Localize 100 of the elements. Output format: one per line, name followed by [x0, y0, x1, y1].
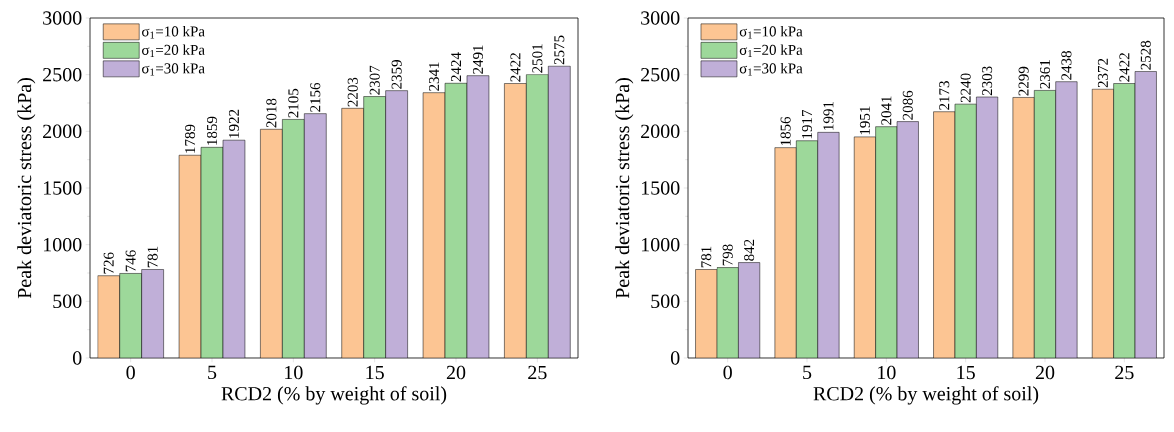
- data-label: 2018: [266, 98, 277, 128]
- y-tick-label: 2000: [43, 124, 82, 139]
- bar: [1134, 71, 1157, 358]
- bar: [141, 269, 164, 358]
- y-tick-label: 2000: [641, 124, 680, 139]
- bar: [738, 262, 761, 358]
- bar: [97, 275, 120, 358]
- data-label: 2422: [510, 53, 521, 82]
- data-label: 1789: [184, 124, 196, 153]
- data-label: 2372: [1097, 58, 1108, 88]
- data-label: 2156: [310, 82, 321, 112]
- bar: [222, 140, 245, 358]
- data-label: 2359: [391, 60, 402, 89]
- bar: [548, 65, 571, 358]
- data-label: 781: [701, 246, 712, 268]
- x-tick-label: 15: [366, 365, 384, 380]
- legend-label: σ$_{1}$=30 kPa: [739, 62, 803, 76]
- bar: [526, 74, 549, 358]
- y-tick-label: 2500: [43, 67, 82, 82]
- data-label: 2422: [1119, 53, 1130, 82]
- data-label: 2491: [472, 45, 483, 74]
- bar: [1055, 81, 1078, 358]
- data-label: 2361: [1039, 60, 1051, 89]
- legend-label: σ$_{1}$=10 kPa: [739, 25, 803, 39]
- legend-label: σ$_{1}$=20 kPa: [739, 44, 803, 57]
- data-label: 781: [147, 246, 158, 268]
- data-label: 2307: [369, 65, 380, 95]
- data-label: 2041: [881, 96, 892, 125]
- data-label: 1991: [823, 102, 834, 130]
- legend-label: σ$_{1}$=10 kPa: [142, 25, 205, 39]
- x-tick-label: 10: [878, 365, 896, 380]
- data-label: 1917: [801, 109, 813, 139]
- bar: [363, 96, 386, 358]
- bar: [423, 92, 446, 358]
- data-label: 2424: [451, 52, 461, 82]
- data-label: 1951: [859, 106, 870, 135]
- x-tick-label: 5: [208, 365, 217, 380]
- y-tick-label: 500: [651, 294, 680, 309]
- bar: [976, 96, 999, 358]
- x-tick-label: 20: [1035, 365, 1055, 380]
- data-label: 2438: [1061, 51, 1072, 80]
- bar: [385, 90, 408, 358]
- data-label: 2203: [347, 77, 358, 107]
- y-tick-label: 3000: [43, 11, 82, 25]
- bar: [1034, 90, 1056, 358]
- data-label: 2501: [532, 44, 543, 73]
- bar: [875, 126, 898, 358]
- data-label: 842: [744, 239, 755, 261]
- bar: [796, 140, 818, 358]
- data-label: 798: [722, 244, 733, 266]
- x-axis-title: RCD2 (% by weight of soil): [221, 386, 447, 405]
- bar: [260, 129, 283, 358]
- data-label: 2105: [288, 88, 299, 118]
- y-tick-label: 1500: [641, 181, 680, 195]
- x-tick-label: 25: [528, 365, 547, 380]
- x-tick-label: 20: [446, 365, 466, 380]
- x-tick-label: 10: [285, 365, 303, 380]
- x-tick-label: 25: [1115, 365, 1134, 380]
- y-tick-label: 3000: [641, 11, 680, 25]
- x-tick-label: 0: [723, 365, 732, 380]
- bar: [119, 273, 142, 358]
- data-label: 2341: [429, 62, 440, 91]
- data-label: 1856: [780, 116, 791, 146]
- legend-label: σ$_{1}$=30 kPa: [142, 62, 205, 76]
- data-label: 1922: [228, 109, 239, 138]
- bar: [466, 75, 489, 358]
- y-tick-label: 0: [72, 351, 82, 365]
- bar: [954, 103, 977, 358]
- bar: [817, 132, 840, 358]
- bar: [179, 155, 202, 358]
- data-label: 2240: [960, 73, 971, 103]
- bar: [896, 121, 919, 358]
- y-tick-label: 1000: [43, 237, 82, 252]
- data-label: 2575: [554, 35, 565, 65]
- data-label: 2528: [1140, 40, 1151, 70]
- y-tick-label: 500: [53, 294, 82, 309]
- bar: [716, 267, 739, 358]
- data-label: 2303: [982, 66, 993, 96]
- bar: [504, 83, 527, 358]
- bar: [304, 113, 327, 358]
- bar: [201, 147, 223, 358]
- legend-label: σ$_{1}$=20 kPa: [142, 44, 205, 57]
- bar: [341, 108, 364, 358]
- x-axis-title: RCD2 (% by weight of soil): [813, 386, 1039, 405]
- y-tick-label: 1000: [641, 237, 680, 252]
- bar: [282, 119, 305, 358]
- data-label: 2299: [1018, 66, 1029, 96]
- y-axis-title: Peak deviatoric stress (kPa): [615, 78, 634, 299]
- x-tick-label: 0: [126, 365, 135, 380]
- x-tick-label: 15: [957, 365, 975, 380]
- data-label: 1859: [206, 116, 218, 145]
- data-label: 2086: [902, 90, 913, 120]
- x-tick-label: 5: [803, 365, 812, 380]
- y-axis-title: Peak deviatoric stress (kPa): [17, 78, 36, 299]
- y-tick-label: 1500: [43, 181, 82, 195]
- bar: [445, 83, 467, 358]
- y-tick-label: 2500: [641, 67, 680, 82]
- data-label: 746: [125, 250, 136, 272]
- data-label: 2173: [939, 81, 950, 110]
- y-tick-label: 0: [670, 351, 680, 365]
